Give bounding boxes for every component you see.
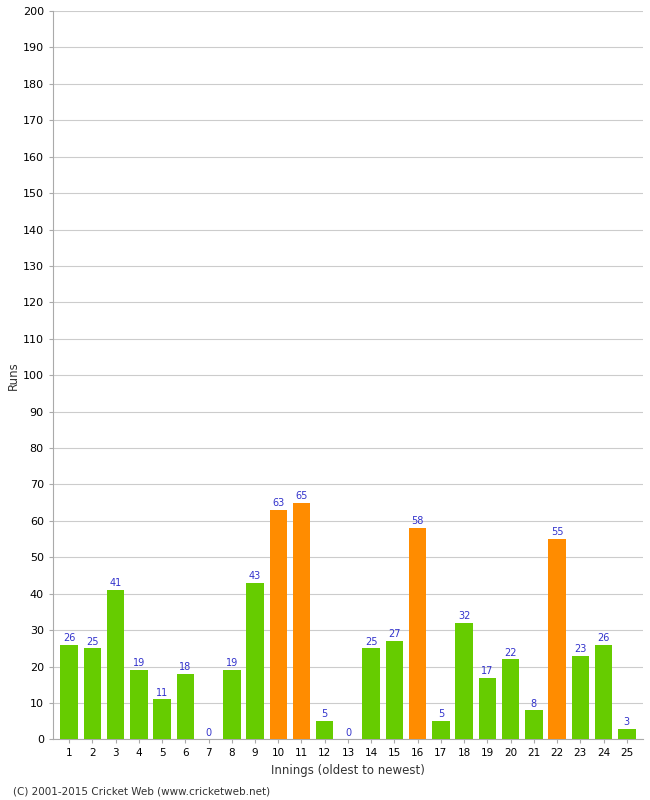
Text: 5: 5 [438, 710, 444, 719]
Text: 63: 63 [272, 498, 285, 508]
Bar [363, 649, 380, 739]
X-axis label: Innings (oldest to newest): Innings (oldest to newest) [271, 764, 425, 777]
Text: 22: 22 [504, 647, 517, 658]
Text: 0: 0 [345, 728, 351, 738]
Bar [270, 510, 287, 739]
Text: 19: 19 [133, 658, 145, 669]
Y-axis label: Runs: Runs [7, 361, 20, 390]
Bar [525, 710, 543, 739]
Bar [130, 670, 148, 739]
Text: 23: 23 [574, 644, 586, 654]
Text: 11: 11 [156, 687, 168, 698]
Text: 17: 17 [481, 666, 493, 676]
Bar [432, 722, 450, 739]
Text: 0: 0 [205, 728, 212, 738]
Bar [478, 678, 496, 739]
Bar [549, 539, 566, 739]
Bar [571, 656, 589, 739]
Bar [618, 729, 636, 739]
Bar [502, 659, 519, 739]
Bar [246, 583, 264, 739]
Text: 3: 3 [624, 717, 630, 726]
Bar [316, 722, 333, 739]
Text: 55: 55 [551, 527, 564, 538]
Text: 32: 32 [458, 611, 471, 621]
Bar [153, 699, 171, 739]
Text: (C) 2001-2015 Cricket Web (www.cricketweb.net): (C) 2001-2015 Cricket Web (www.cricketwe… [13, 786, 270, 796]
Bar [595, 645, 612, 739]
Bar [409, 528, 426, 739]
Bar [60, 645, 78, 739]
Text: 26: 26 [597, 633, 610, 643]
Bar [456, 623, 473, 739]
Text: 27: 27 [388, 630, 400, 639]
Bar [177, 674, 194, 739]
Text: 65: 65 [295, 491, 307, 501]
Text: 26: 26 [63, 633, 75, 643]
Text: 5: 5 [322, 710, 328, 719]
Text: 25: 25 [365, 637, 378, 646]
Bar [84, 649, 101, 739]
Bar [385, 641, 403, 739]
Bar [223, 670, 240, 739]
Text: 8: 8 [531, 698, 537, 709]
Bar [292, 502, 310, 739]
Text: 18: 18 [179, 662, 192, 672]
Bar [107, 590, 124, 739]
Text: 41: 41 [109, 578, 122, 588]
Text: 58: 58 [411, 516, 424, 526]
Text: 25: 25 [86, 637, 99, 646]
Text: 19: 19 [226, 658, 238, 669]
Text: 43: 43 [249, 571, 261, 581]
